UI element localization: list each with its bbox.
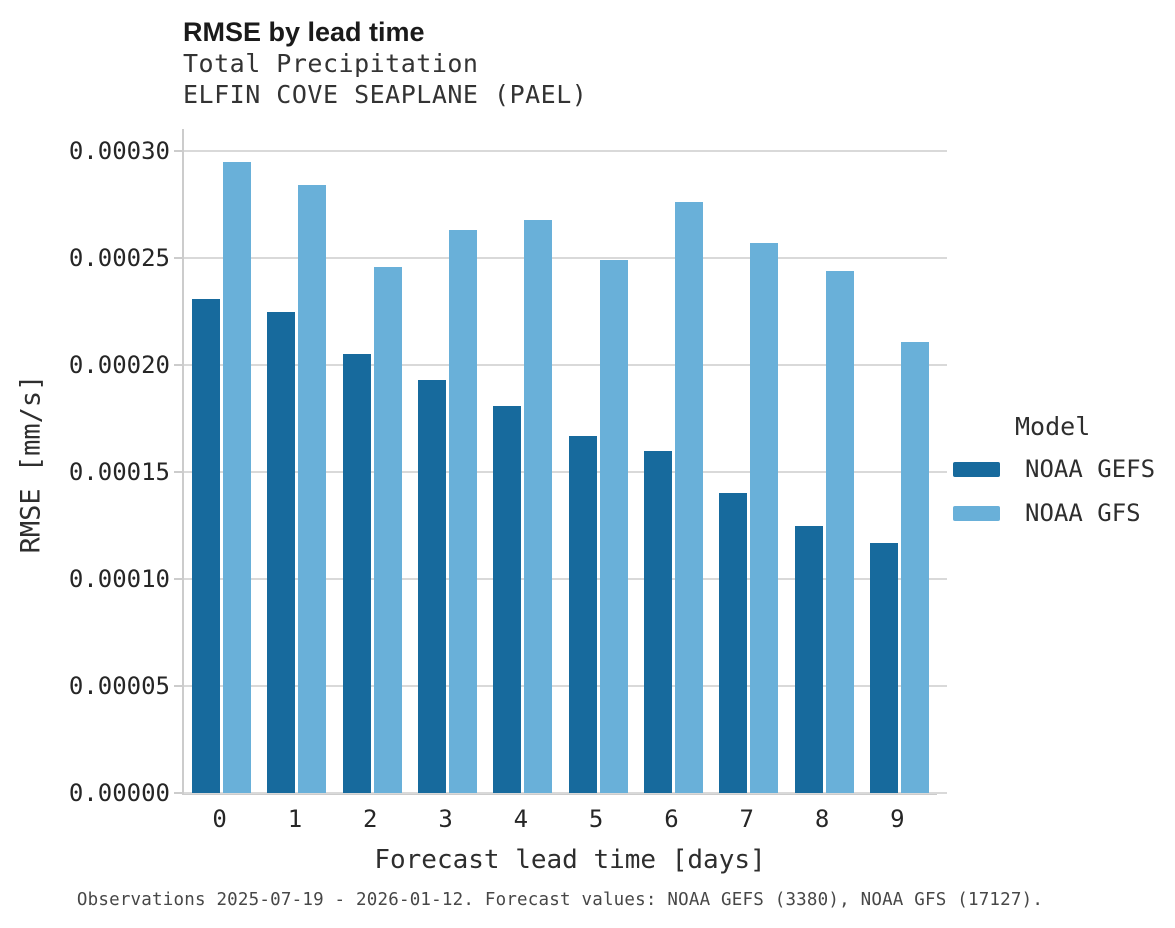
x-tick-label: 9 <box>890 805 905 833</box>
y-tick-label: 0.00010 <box>68 565 170 593</box>
title-block: RMSE by lead time Total Precipitation EL… <box>183 16 587 110</box>
bar-noaa-gfs-lead-9 <box>900 341 929 793</box>
gridline-y-0.00015 <box>184 471 947 473</box>
bar-noaa-gefs-lead-0 <box>192 298 221 793</box>
chart-subtitle-station: ELFIN COVE SEAPLANE (PAEL) <box>183 80 588 109</box>
bar-noaa-gefs-lead-6 <box>643 450 672 793</box>
bar-noaa-gefs-lead-5 <box>568 435 597 793</box>
bar-noaa-gfs-lead-1 <box>298 185 327 793</box>
y-axis-tick-labels: 0.00000 0.00005 0.00010 0.00015 0.00020 0.000… <box>0 129 170 807</box>
bar-noaa-gfs-lead-3 <box>449 230 478 793</box>
chart-subtitle-variable: Total Precipitation <box>183 49 479 78</box>
bar-noaa-gefs-lead-8 <box>794 525 823 793</box>
bar-noaa-gfs-lead-5 <box>599 260 628 793</box>
bar-noaa-gfs-lead-0 <box>223 161 252 793</box>
x-tick-label: 1 <box>287 805 303 833</box>
gridline-y-0.00025 <box>184 257 947 259</box>
legend-title: Model <box>1015 412 1091 441</box>
legend-swatch-noaa-gefs <box>953 461 1000 477</box>
gridline-y-0.00005 <box>184 685 947 687</box>
gridline-y-0.00030 <box>184 150 947 152</box>
y-tick-mark <box>174 257 182 259</box>
y-tick-mark <box>174 792 182 794</box>
legend-item-label: NOAA GFS <box>1025 499 1141 527</box>
bar-noaa-gfs-lead-2 <box>373 266 402 793</box>
x-tick-label: 5 <box>588 805 604 833</box>
x-axis-tick-labels: 0 1 2 3 4 5 6 7 8 9 <box>182 802 935 836</box>
bar-noaa-gefs-lead-9 <box>869 542 898 793</box>
bar-noaa-gefs-lead-3 <box>418 380 447 793</box>
bar-noaa-gefs-lead-1 <box>267 311 296 793</box>
x-tick-label: 7 <box>739 805 754 833</box>
x-tick-label: 6 <box>664 805 679 833</box>
bar-noaa-gefs-lead-4 <box>493 405 522 793</box>
legend-swatch-noaa-gfs <box>953 505 1000 521</box>
y-tick-mark <box>174 150 182 152</box>
x-tick-label: 4 <box>513 805 529 833</box>
x-tick-label: 2 <box>363 805 378 833</box>
y-tick-label: 0.00025 <box>68 244 170 272</box>
plot-area <box>174 129 947 795</box>
y-tick-mark <box>174 685 182 687</box>
gridline-y-0.00000 <box>184 792 947 794</box>
gridline-y-0.00010 <box>184 578 947 580</box>
y-tick-mark <box>174 364 182 366</box>
bar-noaa-gfs-lead-4 <box>524 219 553 793</box>
bar-noaa-gfs-lead-8 <box>825 270 854 793</box>
y-tick-mark <box>174 578 182 580</box>
bar-noaa-gefs-lead-2 <box>342 354 371 793</box>
bar-noaa-gefs-lead-7 <box>719 493 748 793</box>
bar-noaa-gfs-lead-7 <box>750 243 779 793</box>
gridline-y-0.00020 <box>184 364 947 366</box>
y-tick-label: 0.00000 <box>68 779 170 807</box>
legend: Model NOAA GEFS NOAA GFS <box>953 412 1173 543</box>
x-axis-title: Forecast lead time [days] <box>374 845 766 875</box>
legend-item-noaa-gfs: NOAA GFS <box>953 499 1173 527</box>
x-tick-label: 8 <box>814 805 830 833</box>
y-tick-mark <box>174 471 182 473</box>
y-tick-label: 0.00005 <box>68 672 170 700</box>
y-tick-label: 0.00015 <box>68 458 170 486</box>
bar-noaa-gfs-lead-6 <box>674 202 703 793</box>
caption: Observations 2025-07-19 - 2026-01-12. Fo… <box>76 890 1044 910</box>
y-tick-label: 0.00020 <box>68 351 170 379</box>
chart-title: RMSE by lead time <box>183 17 425 47</box>
legend-item-label: NOAA GEFS <box>1025 455 1156 483</box>
legend-item-noaa-gefs: NOAA GEFS <box>953 455 1173 483</box>
y-tick-label: 0.00030 <box>68 137 170 165</box>
x-tick-label: 0 <box>212 805 227 833</box>
x-tick-label: 3 <box>438 805 453 833</box>
